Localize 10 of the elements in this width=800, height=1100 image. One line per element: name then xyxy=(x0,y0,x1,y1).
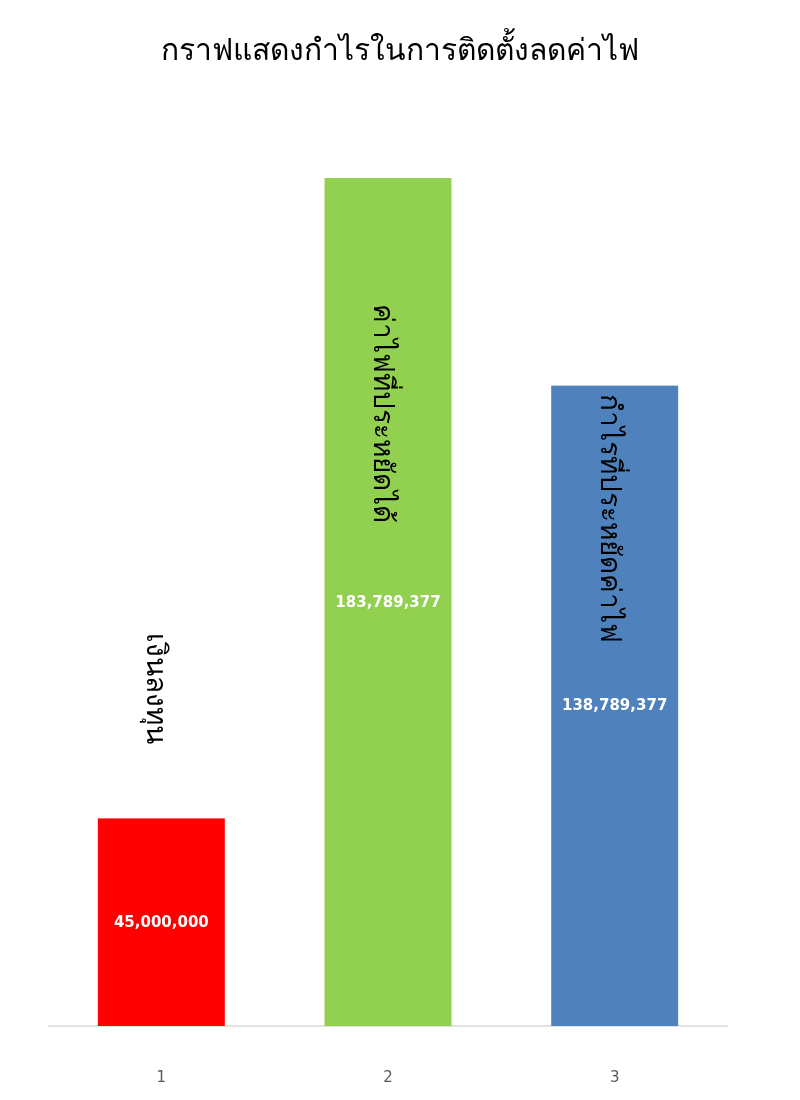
annotation: เงินลงทุน xyxy=(139,633,174,745)
annotation: ค่าไฟที่ประหยัดได้ xyxy=(367,304,403,523)
annotation: กำไรที่ประหยัดค่าไฟ xyxy=(593,394,630,644)
data-label: 45,000,000 xyxy=(113,912,209,931)
data-label: 138,789,377 xyxy=(561,696,668,715)
x-tick-label: 2 xyxy=(383,1068,393,1086)
chart-title: กราฟแสดงกำไรในการติดตั้งลดค่าไฟ xyxy=(161,28,639,67)
x-tick-label: 1 xyxy=(156,1068,167,1086)
data-label: 183,789,377 xyxy=(335,592,441,611)
x-tick-label: 3 xyxy=(609,1068,620,1086)
